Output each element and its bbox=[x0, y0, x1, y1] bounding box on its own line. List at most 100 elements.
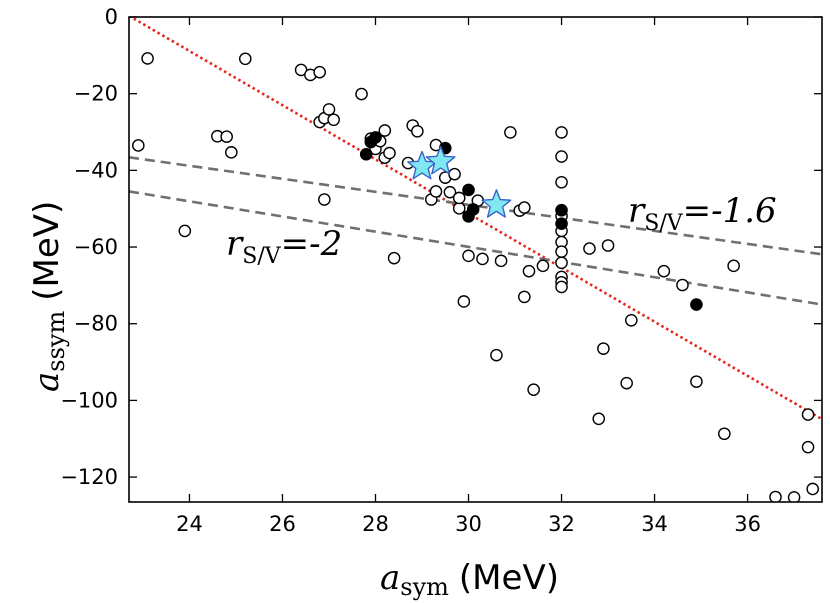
open-circle-point bbox=[801, 408, 815, 421]
open-circle-point bbox=[518, 290, 531, 304]
filled-circle-point bbox=[555, 217, 568, 230]
open-circle-point bbox=[657, 264, 671, 278]
star-point bbox=[407, 150, 437, 180]
open-circle-point bbox=[555, 245, 568, 258]
filled-circle-point bbox=[359, 147, 373, 161]
open-circle-point bbox=[504, 126, 517, 139]
open-circle-point bbox=[592, 412, 606, 426]
open-circle-point bbox=[555, 150, 568, 163]
filled-circle-point bbox=[555, 203, 568, 217]
open-circle-point bbox=[690, 375, 703, 388]
ratio-label-1-6-value: =-1.6 bbox=[683, 191, 777, 231]
open-circle-point bbox=[718, 427, 731, 441]
ratio-line-dashed bbox=[129, 190, 822, 306]
filled-circle-point bbox=[466, 203, 480, 216]
x-tick-label: 28 bbox=[362, 512, 389, 536]
data-layer bbox=[129, 17, 822, 502]
plot-frame bbox=[128, 16, 823, 503]
open-circle-point bbox=[443, 185, 457, 199]
y-axis-title: assym (MeV) bbox=[27, 201, 70, 392]
x-tick-label: 32 bbox=[548, 512, 575, 536]
open-circle-point bbox=[555, 175, 568, 189]
ratio-label-1-6: rS/V=-1.6 bbox=[628, 191, 777, 236]
open-circle-point bbox=[555, 126, 568, 139]
y-axis-unit: (MeV) bbox=[27, 201, 67, 301]
open-circle-point bbox=[448, 167, 461, 181]
open-circle-point bbox=[769, 490, 782, 502]
y-tick-label: −80 bbox=[74, 312, 118, 336]
open-circle-point bbox=[452, 191, 466, 205]
y-tick-label: −120 bbox=[60, 465, 118, 489]
y-axis-sub: ssym bbox=[42, 311, 70, 372]
ratio-label-2: rS/V=-2 bbox=[226, 224, 342, 269]
open-circle-point bbox=[601, 239, 615, 252]
open-circle-point bbox=[225, 146, 238, 159]
open-circle-point bbox=[318, 193, 331, 206]
open-circle-point bbox=[178, 224, 192, 238]
open-circle-point bbox=[490, 348, 503, 362]
x-tick-label: 36 bbox=[734, 512, 761, 536]
open-circle-point bbox=[555, 256, 568, 270]
x-axis-title: asym (MeV) bbox=[380, 558, 559, 601]
ratio-label-1-6-sub: S/V bbox=[644, 211, 683, 236]
open-circle-point bbox=[378, 124, 392, 137]
ratio-label-2-var: r bbox=[226, 224, 244, 264]
open-circle-point bbox=[220, 130, 233, 143]
open-circle-point bbox=[322, 103, 336, 116]
open-circle-point bbox=[132, 139, 145, 152]
x-tick-label: 26 bbox=[269, 512, 296, 536]
open-circle-point bbox=[727, 259, 740, 273]
open-circle-point bbox=[355, 87, 368, 101]
y-axis-var: a bbox=[27, 372, 67, 392]
ticks-layer: 24 26 28 30 32 34 36 0 −20 −40 −60 −80 −100 −120 bbox=[60, 5, 822, 536]
open-circle-point bbox=[583, 242, 596, 255]
open-circle-point bbox=[429, 185, 443, 198]
x-tick-label: 34 bbox=[641, 512, 668, 536]
open-circle-point bbox=[457, 295, 471, 308]
open-circle-point bbox=[555, 280, 568, 294]
x-axis-unit: (MeV) bbox=[459, 558, 559, 598]
open-circle-point bbox=[787, 491, 801, 502]
x-tick-label: 24 bbox=[176, 512, 203, 536]
fit-line-red bbox=[129, 17, 822, 421]
ratio-label-2-value: =-2 bbox=[281, 224, 343, 264]
y-tick-label: −100 bbox=[60, 388, 118, 412]
y-tick-label: −60 bbox=[74, 235, 118, 259]
open-circle-point bbox=[462, 249, 475, 263]
y-tick-label: 0 bbox=[105, 5, 118, 29]
open-circle-point bbox=[327, 113, 340, 127]
ratio-label-2-sub: S/V bbox=[242, 244, 281, 269]
open-circle-point bbox=[527, 383, 540, 396]
open-circle-point bbox=[452, 202, 466, 215]
open-circle-point bbox=[238, 52, 252, 66]
x-axis-sub: sym bbox=[400, 573, 449, 601]
filled-circle-point bbox=[462, 183, 475, 197]
x-tick-label: 30 bbox=[455, 512, 482, 536]
open-circle-point bbox=[313, 65, 326, 79]
points-layer bbox=[132, 52, 819, 502]
open-circle-point bbox=[383, 146, 396, 160]
open-circle-point bbox=[522, 264, 536, 278]
open-circle-point bbox=[518, 201, 531, 214]
y-tick-label: −40 bbox=[74, 158, 118, 182]
y-tick-label: −20 bbox=[74, 82, 118, 106]
open-circle-point bbox=[676, 278, 689, 292]
open-circle-point bbox=[387, 251, 401, 265]
filled-circle-point bbox=[690, 298, 703, 311]
open-circle-point bbox=[476, 252, 489, 266]
star-point bbox=[425, 145, 456, 175]
open-circle-point bbox=[597, 342, 610, 355]
open-circle-point bbox=[801, 440, 815, 454]
open-circle-point bbox=[536, 259, 550, 273]
star-point bbox=[481, 189, 512, 218]
open-circle-point bbox=[620, 376, 633, 390]
x-axis-var: a bbox=[380, 558, 400, 598]
ratio-line-dashed bbox=[129, 156, 822, 256]
open-circle-point bbox=[806, 482, 819, 496]
open-circle-point bbox=[494, 254, 508, 268]
open-circle-point bbox=[411, 124, 424, 138]
ratio-label-1-6-var: r bbox=[628, 191, 646, 231]
filled-circle-point bbox=[369, 131, 382, 144]
open-circle-point bbox=[141, 52, 154, 65]
